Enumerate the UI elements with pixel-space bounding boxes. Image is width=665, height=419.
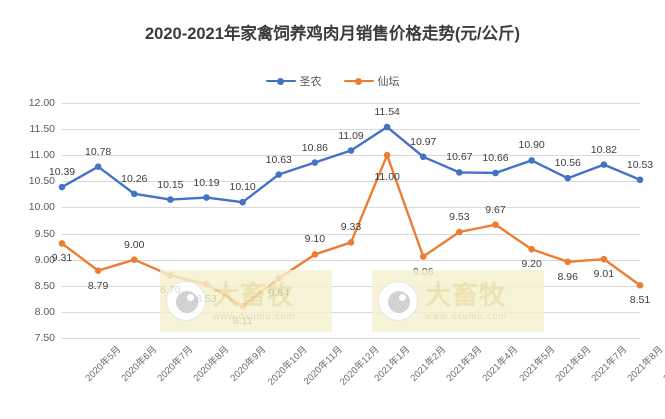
data-point-marker[interactable] xyxy=(383,123,391,131)
x-axis-tick-label: 2020年9月 xyxy=(227,344,268,385)
legend-label: 圣农 xyxy=(299,76,322,88)
y-axis-tick-label: 11.50 xyxy=(29,123,56,136)
data-point-marker[interactable] xyxy=(203,280,210,288)
x-axis: 2020年5月 2020年6月 2020年7月 2020年8月 2020年9月 2020年… xyxy=(62,338,665,419)
x-axis-tick-label: 2021年3月 xyxy=(444,344,485,385)
chart-legend: 圣农 仙坛 xyxy=(0,73,665,89)
x-axis-tick-label: 2021年8月 xyxy=(625,344,665,385)
gridline xyxy=(62,259,640,261)
data-point-marker[interactable] xyxy=(456,169,463,176)
data-point-marker[interactable] xyxy=(636,176,644,184)
legend-item-1[interactable]: 圣农 xyxy=(265,73,322,89)
x-axis-tick-label: 2021年7月 xyxy=(589,344,630,385)
gridline xyxy=(62,129,640,131)
y-axis-tick-label: 10.50 xyxy=(28,175,55,188)
gridline xyxy=(62,103,640,104)
data-point-marker[interactable] xyxy=(456,228,463,236)
data-point-marker[interactable] xyxy=(383,151,391,159)
y-axis-tick-label: 8.00 xyxy=(34,305,55,318)
data-point-marker[interactable] xyxy=(311,251,319,258)
series-lines xyxy=(58,123,644,310)
data-point-marker[interactable] xyxy=(419,153,427,161)
legend-swatch-icon xyxy=(265,76,296,86)
x-axis-tick-label: 2020年5月 xyxy=(83,344,124,385)
plot-area: 12.00 11.50 11.00 10.50 10.00 9.50 9.00 8.50 8.0… xyxy=(29,97,653,344)
x-axis-tick-label: 2021年5月 xyxy=(516,344,557,385)
y-axis-tick-label: 11.00 xyxy=(29,149,56,162)
chart-title: 2020-2021年家禽饲养鸡肉月销售价格走势(元/公斤) xyxy=(145,25,520,43)
data-point-marker[interactable] xyxy=(94,163,102,171)
data-point-marker[interactable] xyxy=(564,258,572,266)
data-point-marker[interactable] xyxy=(347,239,355,246)
gridline xyxy=(62,155,640,157)
data-point-marker[interactable] xyxy=(600,161,608,168)
data-point-marker[interactable] xyxy=(167,196,174,203)
x-axis-tick-label: 2021年2月 xyxy=(408,344,449,385)
data-point-marker[interactable] xyxy=(600,255,608,263)
series-line-2 xyxy=(60,154,642,308)
data-point-marker[interactable] xyxy=(58,240,66,247)
data-point-marker[interactable] xyxy=(275,171,283,178)
data-point-marker[interactable] xyxy=(347,147,355,154)
data-point-marker[interactable] xyxy=(419,253,427,260)
gridline xyxy=(62,311,640,313)
x-axis-tick-label: 2020年7月 xyxy=(155,344,196,385)
data-point-marker[interactable] xyxy=(130,256,138,263)
y-axis-tick-label: 12.00 xyxy=(28,97,55,109)
gridline xyxy=(62,338,640,339)
x-axis-tick-label: 2020年6月 xyxy=(119,344,160,385)
y-axis-tick-label: 10.00 xyxy=(28,201,55,214)
legend-label: 仙坛 xyxy=(377,76,400,88)
data-point-marker[interactable] xyxy=(528,157,535,164)
x-axis-tick-label: 2021年6月 xyxy=(553,344,593,385)
gridline xyxy=(62,207,640,209)
y-axis-tick-label: 8.50 xyxy=(34,279,55,292)
gridline xyxy=(62,285,640,287)
data-point-marker[interactable] xyxy=(239,198,246,206)
legend-item-2[interactable]: 仙坛 xyxy=(343,73,400,89)
y-axis-tick-label: 9.00 xyxy=(34,253,55,266)
x-axis-tick-label: 2020年8月 xyxy=(191,344,232,385)
data-point-marker[interactable] xyxy=(492,221,499,228)
gridline xyxy=(62,181,640,183)
gridline xyxy=(62,233,640,235)
data-point-marker[interactable] xyxy=(130,190,138,198)
data-point-marker[interactable] xyxy=(492,169,499,177)
data-point-marker[interactable] xyxy=(239,302,246,310)
data-point-marker[interactable] xyxy=(94,267,102,274)
legend-swatch-icon xyxy=(343,76,374,86)
data-point-marker[interactable] xyxy=(58,183,66,191)
y-axis-tick-label: 9.50 xyxy=(34,227,55,240)
data-point-marker[interactable] xyxy=(203,194,210,201)
series-line-1 xyxy=(60,125,642,204)
y-axis-tick-label: 7.50 xyxy=(34,332,55,344)
data-point-marker[interactable] xyxy=(636,281,644,289)
data-point-marker[interactable] xyxy=(167,272,174,279)
x-axis-tick-label: 2021年4月 xyxy=(480,344,521,385)
data-point-marker[interactable] xyxy=(311,159,319,166)
data-point-marker[interactable] xyxy=(564,174,572,182)
data-point-marker[interactable] xyxy=(528,245,535,253)
data-point-marker[interactable] xyxy=(275,275,283,282)
